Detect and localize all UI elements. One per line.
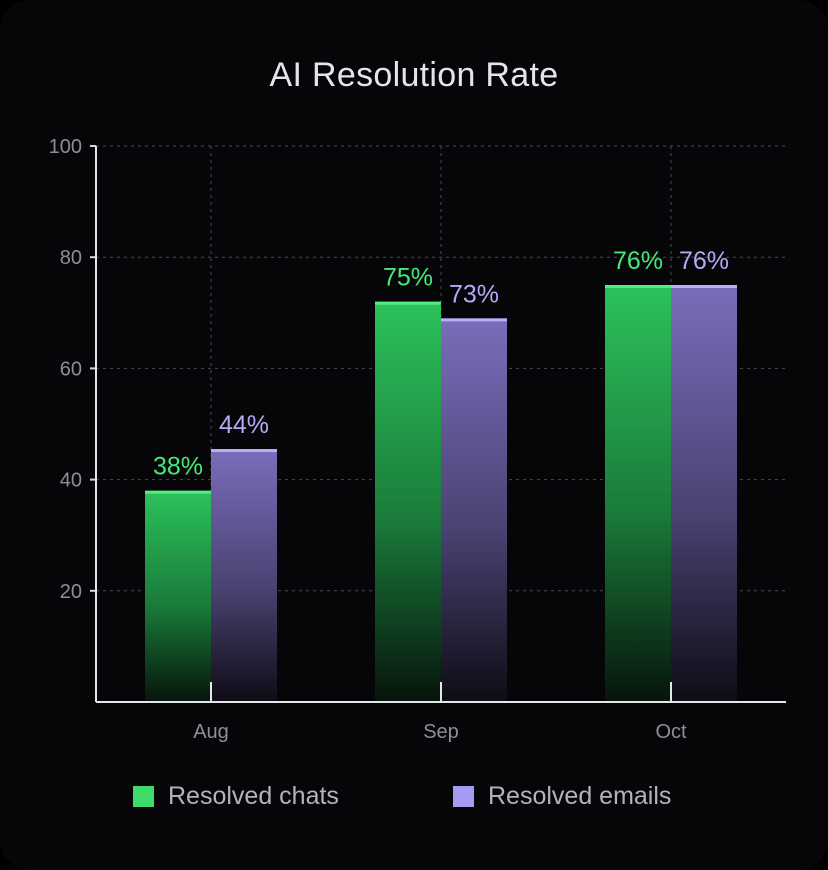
data-label-chats: 76% <box>613 247 663 275</box>
bar-top-edge <box>441 318 507 322</box>
bar-top-edge <box>605 285 671 288</box>
data-label-emails: 76% <box>679 247 729 275</box>
legend-swatch-chats <box>133 785 154 807</box>
data-label-emails: 73% <box>449 280 499 308</box>
x-tick-label: Aug <box>193 721 229 743</box>
y-tick-label: 80 <box>60 247 82 269</box>
y-tick-label: 40 <box>60 470 82 492</box>
bar-top-edge <box>211 449 277 453</box>
legend: Resolved chats Resolved emails <box>0 779 828 813</box>
x-tick-label: Sep <box>423 721 459 743</box>
bar-emails <box>441 318 507 702</box>
legend-item-chats: Resolved chats <box>133 779 339 813</box>
chart-title: AI Resolution Rate <box>269 56 559 94</box>
data-label-chats: 38% <box>153 453 203 481</box>
legend-item-emails: Resolved emails <box>453 779 671 813</box>
bar-top-edge <box>375 301 441 305</box>
y-tick-label: 20 <box>60 581 82 603</box>
bar-emails <box>211 449 277 702</box>
bar-top-edge <box>671 285 737 288</box>
x-tick-label: Oct <box>655 721 687 743</box>
legend-label-emails: Resolved emails <box>488 781 672 810</box>
bar-chats <box>605 285 671 702</box>
data-label-chats: 75% <box>383 264 433 292</box>
y-tick-label: 60 <box>60 358 82 380</box>
bar-top-edge <box>145 490 211 494</box>
bar-emails <box>671 285 737 702</box>
data-label-emails: 44% <box>219 411 269 439</box>
legend-swatch-emails <box>453 785 474 807</box>
bar-chats <box>145 490 211 702</box>
bar-chats <box>375 301 441 702</box>
legend-label-chats: Resolved chats <box>168 781 339 810</box>
y-tick-label: 100 <box>49 136 82 158</box>
